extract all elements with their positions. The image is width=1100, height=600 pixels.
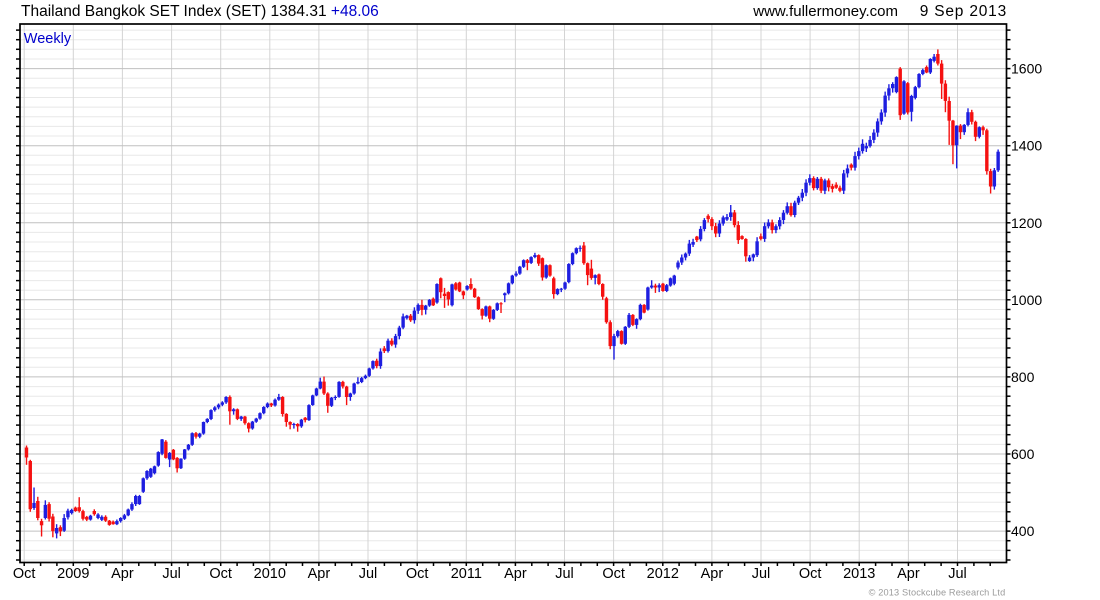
svg-text:Apr: Apr <box>111 566 134 582</box>
svg-text:Oct: Oct <box>13 566 36 582</box>
svg-text:2013: 2013 <box>843 566 875 582</box>
svg-text:400: 400 <box>1011 523 1035 539</box>
svg-text:Jul: Jul <box>555 566 574 582</box>
svg-text:Apr: Apr <box>504 566 527 582</box>
svg-text:Oct: Oct <box>209 566 232 582</box>
svg-text:www.fullermoney.com: www.fullermoney.com <box>752 3 898 20</box>
svg-text:Jul: Jul <box>162 566 181 582</box>
svg-text:1200: 1200 <box>1011 215 1042 231</box>
svg-text:Apr: Apr <box>701 566 724 582</box>
svg-text:1600: 1600 <box>1011 61 1042 77</box>
svg-text:2010: 2010 <box>254 566 286 582</box>
svg-text:2012: 2012 <box>647 566 679 582</box>
svg-text:600: 600 <box>1011 446 1035 462</box>
svg-text:1000: 1000 <box>1011 292 1042 308</box>
svg-text:1400: 1400 <box>1011 138 1042 154</box>
svg-text:Apr: Apr <box>308 566 331 582</box>
svg-text:Oct: Oct <box>406 566 429 582</box>
svg-text:9 Sep 2013: 9 Sep 2013 <box>920 3 1007 20</box>
svg-text:Jul: Jul <box>359 566 378 582</box>
svg-text:Thailand Bangkok SET Index (SE: Thailand Bangkok SET Index (SET) 1384.31… <box>21 3 379 20</box>
svg-text:2011: 2011 <box>451 566 482 582</box>
svg-text:800: 800 <box>1011 369 1035 385</box>
svg-text:© 2013 Stockcube Research Ltd: © 2013 Stockcube Research Ltd <box>869 588 1006 598</box>
svg-text:2009: 2009 <box>57 566 89 582</box>
svg-text:Jul: Jul <box>752 566 771 582</box>
svg-text:Apr: Apr <box>897 566 920 582</box>
svg-text:Oct: Oct <box>799 566 822 582</box>
svg-text:Jul: Jul <box>948 566 967 582</box>
svg-text:Weekly: Weekly <box>24 31 72 47</box>
svg-text:Oct: Oct <box>602 566 625 582</box>
